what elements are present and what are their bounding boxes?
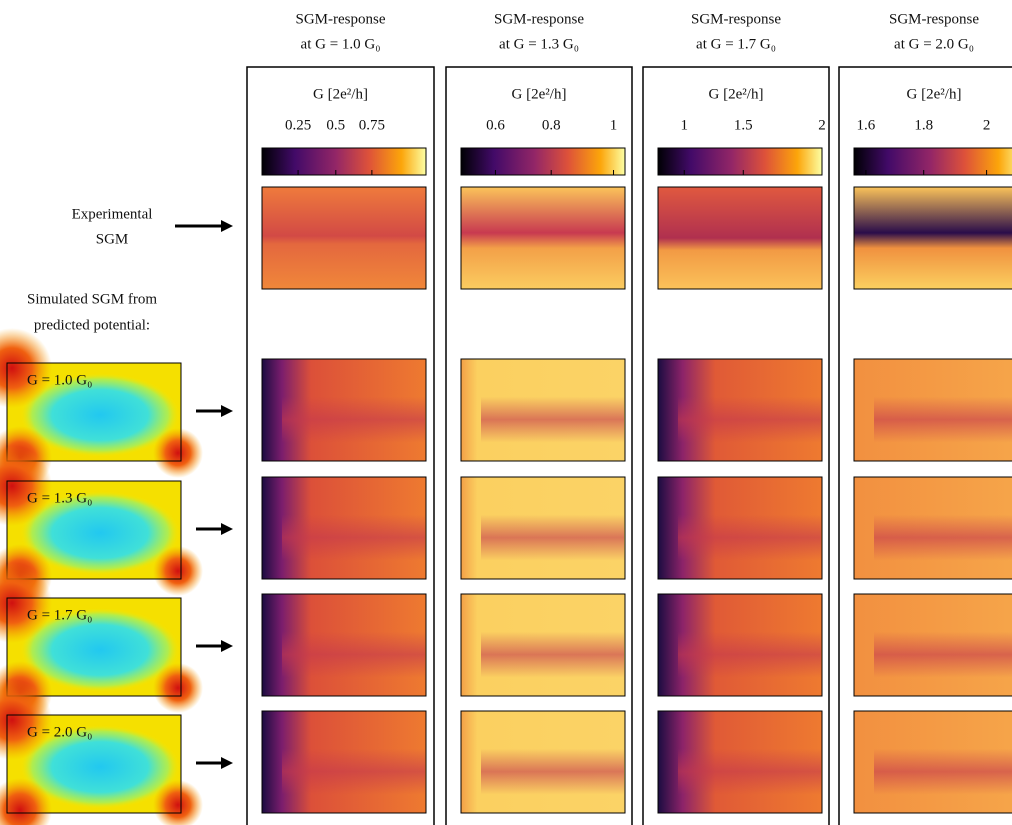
potential-label: G = 1.3 G₀ — [27, 490, 92, 506]
colorbar — [460, 147, 626, 176]
colorbar-tick-label: 0.6 — [486, 117, 505, 133]
colorbar — [261, 147, 427, 176]
potential-frame — [6, 597, 182, 697]
potential-frame — [6, 362, 182, 462]
potential-low — [20, 373, 180, 457]
simulated-band — [282, 487, 425, 579]
colorbar-label: G [2e²/h] — [512, 86, 567, 102]
experimental-map — [853, 186, 1012, 290]
column-title: SGM-response — [889, 11, 979, 27]
experimental-label: Experimental — [72, 206, 153, 222]
colorbar-tick-label: 1.6 — [857, 117, 876, 133]
simulated-band — [481, 604, 624, 696]
simulated-band — [874, 604, 1012, 696]
colorbar — [657, 147, 823, 176]
column-title: SGM-response — [691, 11, 781, 27]
potential-high — [0, 563, 52, 643]
simulated-band — [678, 369, 821, 461]
column-subtitle: at G = 2.0 G₀ — [894, 36, 974, 52]
column-subtitle: at G = 1.0 G₀ — [301, 36, 381, 52]
potential-label: G = 1.0 G₀ — [27, 372, 92, 388]
arrow-head — [221, 405, 233, 417]
simulated-band — [678, 487, 821, 579]
potential-low — [20, 725, 180, 809]
column-title: SGM-response — [494, 11, 584, 27]
potential-high — [153, 428, 203, 478]
colorbar-tick-label: 0.8 — [542, 117, 561, 133]
colorbar — [853, 147, 1012, 176]
simulated-band — [481, 369, 624, 461]
simulated-band — [481, 721, 624, 813]
arrow-head — [221, 757, 233, 769]
experimental-map — [261, 186, 427, 290]
colorbar-tick-label: 1 — [680, 117, 688, 133]
column-frame — [642, 66, 830, 825]
simulated-band — [678, 604, 821, 696]
simulated-band — [874, 721, 1012, 813]
colorbar-tick-label: 1.5 — [734, 117, 753, 133]
simulated-label: predicted potential: — [34, 317, 150, 333]
potential-label: G = 2.0 G₀ — [27, 724, 92, 740]
arrow-head — [221, 220, 233, 232]
colorbar-label: G [2e²/h] — [709, 86, 764, 102]
potential-low — [20, 491, 180, 575]
column-frame — [246, 66, 435, 825]
colorbar-tick-label: 2 — [818, 117, 826, 133]
colorbar-tick-label: 2 — [983, 117, 991, 133]
potential-high — [153, 663, 203, 713]
simulated-band — [282, 604, 425, 696]
potential-low — [20, 608, 180, 692]
simulated-band — [481, 487, 624, 579]
colorbar-tick-label: 1.8 — [914, 117, 933, 133]
experimental-map — [460, 186, 626, 290]
arrow-head — [221, 640, 233, 652]
column-frame — [838, 66, 1012, 825]
experimental-label: SGM — [96, 231, 129, 247]
simulated-band — [874, 369, 1012, 461]
colorbar-label: G [2e²/h] — [907, 86, 962, 102]
potential-frame — [6, 480, 182, 580]
potential-frame — [6, 714, 182, 814]
colorbar-label: G [2e²/h] — [313, 86, 368, 102]
potential-high — [0, 328, 52, 408]
potential-high — [0, 680, 52, 760]
arrow-head — [221, 523, 233, 535]
potential-high — [0, 446, 52, 526]
column-title: SGM-response — [296, 11, 386, 27]
potential-high — [153, 546, 203, 596]
colorbar-tick-label: 1 — [610, 117, 618, 133]
column-frame — [445, 66, 633, 825]
potential-label: G = 1.7 G₀ — [27, 607, 92, 623]
potential-high — [153, 780, 203, 825]
simulated-band — [874, 487, 1012, 579]
simulated-band — [678, 721, 821, 813]
simulated-label: Simulated SGM from — [27, 291, 157, 307]
colorbar-tick-label: 0.5 — [326, 117, 345, 133]
colorbar-tick-label: 0.75 — [359, 117, 385, 133]
simulated-band — [282, 369, 425, 461]
colorbar-tick-label: 0.25 — [285, 117, 311, 133]
column-subtitle: at G = 1.7 G₀ — [696, 36, 776, 52]
simulated-band — [282, 721, 425, 813]
column-subtitle: at G = 1.3 G₀ — [499, 36, 579, 52]
experimental-map — [657, 186, 823, 290]
